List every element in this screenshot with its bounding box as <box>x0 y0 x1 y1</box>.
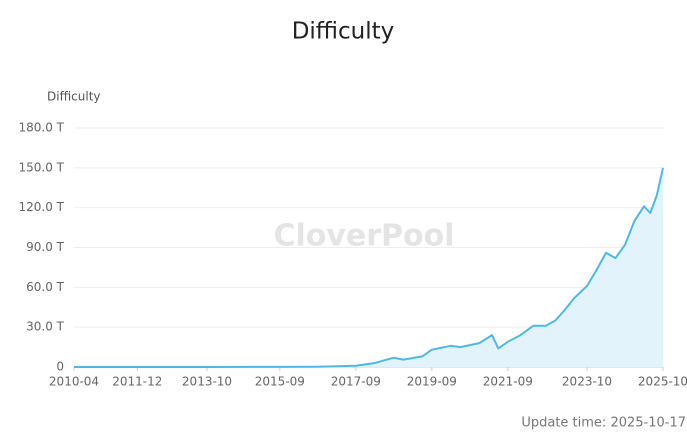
x-tick-label: 2017-09 <box>331 375 381 389</box>
area <box>74 167 663 367</box>
x-tick-label: 2025-10 <box>638 375 687 389</box>
line <box>74 167 664 368</box>
x-tick-label: 2015-09 <box>255 375 305 389</box>
y-tick-label: 0 <box>56 360 64 374</box>
x-tick-label: 2013-10 <box>182 375 232 389</box>
x-tick-label: 2023-10 <box>562 375 612 389</box>
y-tick-label: 30.0 T <box>26 320 65 334</box>
x-tick-label: 2021-09 <box>483 375 533 389</box>
y-tick-label: 90.0 T <box>26 240 65 254</box>
x-tick-label: 2010-04 <box>49 375 99 389</box>
y-tick-label: 180.0 T <box>19 121 65 135</box>
y-tick-label: 150.0 T <box>19 160 65 174</box>
update-time: Update time: 2025-10-17 <box>521 416 686 431</box>
x-tick-label: 2019-09 <box>407 375 457 389</box>
y-tick-label: 120.0 T <box>19 200 65 214</box>
watermark: CloverPool <box>273 219 454 254</box>
chart-title: Difficulty <box>292 19 395 45</box>
x-tick-label: 2011-12 <box>112 375 162 389</box>
y-axis-label: Difficulty <box>47 90 101 104</box>
y-tick-label: 60.0 T <box>26 280 65 294</box>
